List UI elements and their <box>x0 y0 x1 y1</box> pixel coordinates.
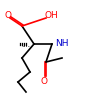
Text: OH: OH <box>44 10 58 20</box>
Text: ....: .... <box>21 42 31 48</box>
Text: O: O <box>5 10 11 20</box>
Text: NH: NH <box>55 39 68 48</box>
Text: O: O <box>41 77 48 85</box>
